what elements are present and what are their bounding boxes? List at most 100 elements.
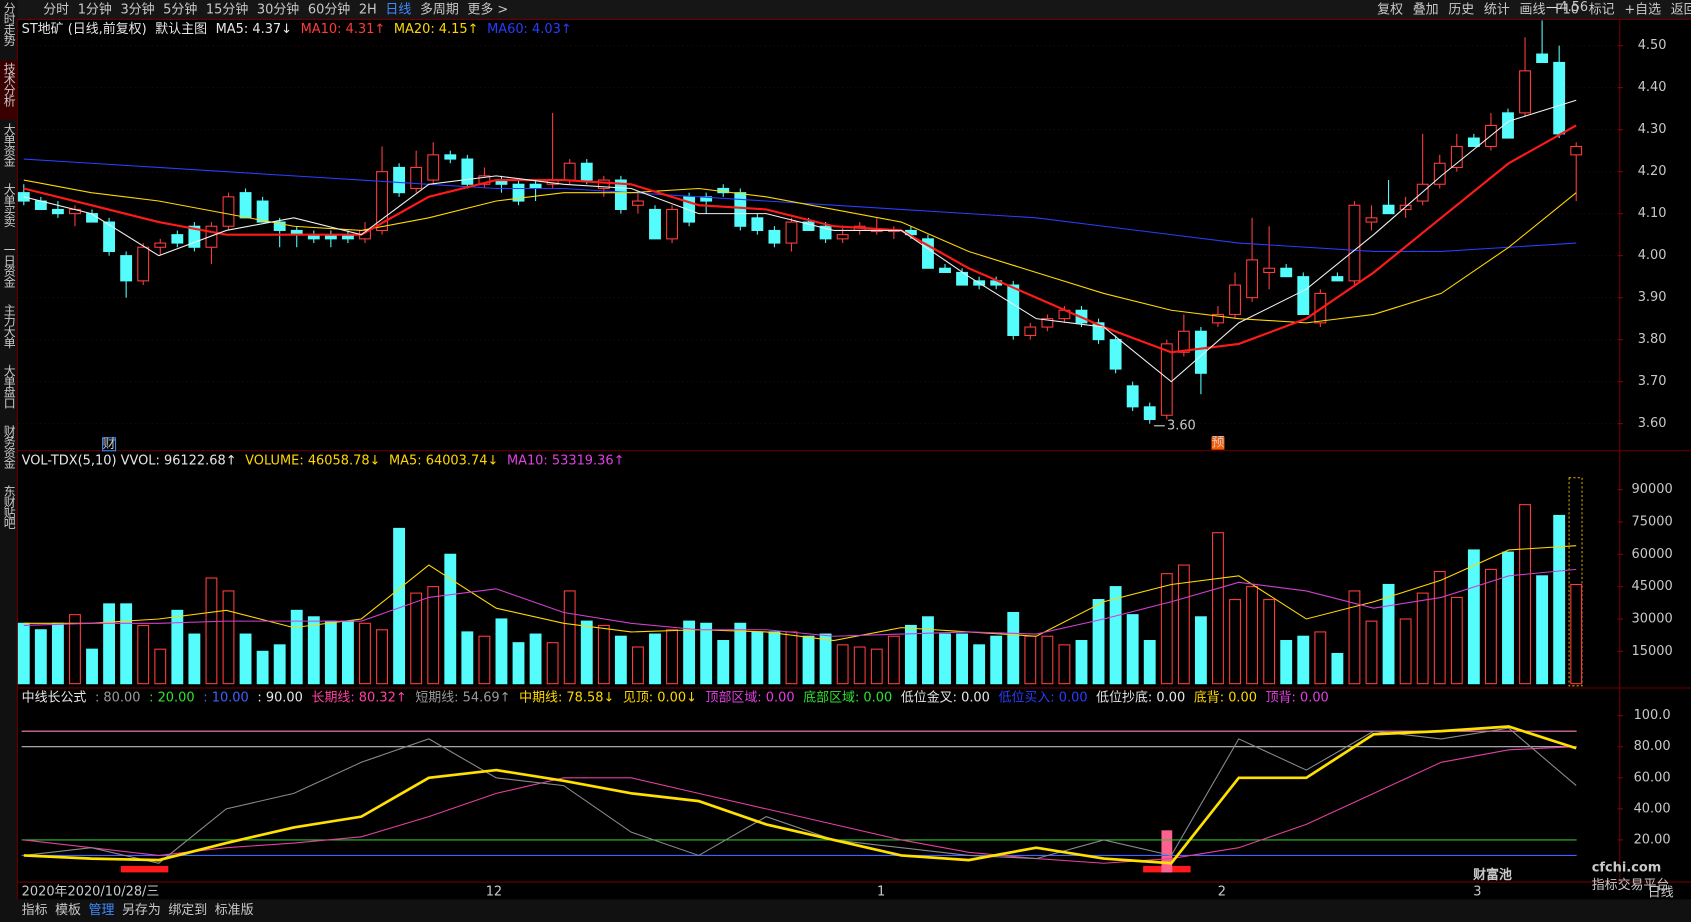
line-series [23, 545, 1577, 642]
candle-body [86, 213, 98, 223]
period-tab[interactable]: 60分钟 [308, 1, 350, 17]
line-series [23, 568, 1577, 637]
period-tab[interactable]: 15分钟 [206, 1, 248, 17]
volume-bar [529, 633, 542, 685]
candle-body [802, 221, 815, 231]
volume-bar [1365, 620, 1378, 685]
volume-bar [563, 590, 576, 685]
period-tab[interactable]: 1分钟 [78, 1, 112, 17]
sidebar-tab[interactable]: 大单买卖 [2, 183, 16, 228]
candle-body [785, 221, 798, 244]
candle-body [1007, 284, 1020, 336]
volume-bar [154, 648, 167, 685]
y-tick-label: 20.00 [1634, 832, 1671, 847]
volume-bar [307, 616, 320, 685]
signal-bar [1161, 830, 1173, 873]
panel-header: 中线长公式: 80.00: 20.00: 10.00: 90.00 长期线: 80… [22, 689, 1329, 705]
sidebar-tab[interactable]: 财务资金 [2, 424, 16, 468]
header-item: 低位买入: 0.00 [999, 690, 1088, 705]
volume-bar [751, 631, 764, 685]
period-tab[interactable]: 5分钟 [163, 1, 197, 17]
candle-body [939, 267, 951, 273]
tool-button[interactable]: +自选 [1624, 2, 1661, 17]
volume-bar [34, 629, 47, 685]
bottom-tab[interactable]: 标准版 [215, 903, 254, 918]
y-tick-label: 80.00 [1634, 739, 1671, 754]
volume-bar [922, 616, 934, 685]
header-item: : 80.00 [95, 690, 141, 705]
volume-bar [69, 614, 81, 685]
y-tick-label: 60000 [1632, 547, 1673, 562]
volume-bar [1553, 514, 1566, 685]
period-tag: 日线 [1648, 885, 1674, 900]
volume-bar [546, 642, 559, 685]
candle-body [1519, 70, 1531, 114]
tool-button[interactable]: 标记 [1589, 2, 1615, 17]
volume-bar [1246, 586, 1259, 685]
period-tab[interactable]: 2H [359, 2, 377, 17]
period-tab[interactable]: 更多 > [467, 2, 508, 17]
candle-body [1467, 137, 1480, 147]
bottom-tab[interactable]: 绑定到 [168, 903, 207, 918]
bottom-tab[interactable]: 模板 [55, 903, 81, 918]
sidebar-active [0, 60, 18, 120]
tool-button[interactable]: 返回 [1671, 2, 1691, 17]
sidebar-tab[interactable]: 主力大单 [2, 304, 16, 349]
tool-button[interactable]: 统计 [1484, 2, 1510, 17]
period-tab[interactable]: 日线 [385, 2, 411, 17]
tool-button[interactable]: 历史 [1448, 2, 1474, 17]
volume-bar [1143, 640, 1156, 685]
candle-body [1382, 204, 1395, 215]
volume-bar [1109, 586, 1122, 685]
volume-bar [1382, 583, 1395, 685]
y-tick-label: 4.50 [1638, 38, 1667, 53]
header-item: MA20: 4.15↑ [394, 22, 479, 37]
x-tick-label: 2 [1218, 884, 1226, 899]
sidebar-tab[interactable]: 一日资金 [2, 244, 16, 288]
candle-body [1553, 61, 1566, 135]
volume-bar [341, 620, 354, 685]
sidebar-tab[interactable]: 东财贴吧 [2, 485, 16, 529]
candle-body [393, 166, 406, 194]
period-tab[interactable]: 3分钟 [120, 1, 154, 17]
tool-button[interactable]: F10 [1555, 2, 1579, 17]
candle-body [1177, 330, 1190, 353]
volume-bar [1041, 635, 1054, 685]
candle-body [632, 200, 644, 206]
volume-bar [410, 592, 423, 685]
tool-button[interactable]: 复权 [1377, 1, 1403, 17]
volume-bar [103, 603, 116, 685]
tool-button[interactable]: 画线 [1520, 2, 1546, 17]
sidebar-tab[interactable]: 技术分析 [2, 63, 16, 108]
volume-bar [427, 586, 440, 685]
header-item: 中期线: 78.58↓ [519, 690, 614, 705]
volume-bar [614, 635, 627, 685]
tool-button[interactable]: 叠加 [1413, 2, 1439, 17]
volume-bar [51, 622, 64, 685]
header-item: : 90.00 [257, 690, 303, 705]
period-tab[interactable]: 多周期 [420, 2, 459, 17]
volume-bar [580, 620, 593, 685]
header-item: 见顶: 0.00↓ [623, 690, 697, 705]
sidebar-tab[interactable]: 分时走势 [2, 2, 16, 46]
bottom-tab[interactable]: 指标 [22, 903, 48, 918]
sidebar-tab[interactable]: 大单资金 [2, 122, 16, 166]
sidebar-tab[interactable]: 大单盘口 [2, 364, 16, 408]
volume-bar [1126, 614, 1139, 685]
x-tick-label: 3 [1473, 884, 1481, 899]
candle-body [922, 238, 934, 269]
period-tab[interactable]: 30分钟 [257, 1, 299, 17]
toolbar-periods: 分时 1分钟 3分钟 5分钟 15分钟 30分钟 60分钟 2H 日线 多周期 更多 > [43, 1, 508, 17]
line-series [23, 179, 1577, 324]
y-tick-label: 3.70 [1638, 374, 1667, 389]
candle-body [1212, 313, 1224, 324]
y-tick-label: 90000 [1632, 482, 1673, 497]
bottom-tab[interactable]: 管理 [89, 903, 115, 918]
bottom-tab[interactable]: 另存为 [122, 903, 161, 918]
candle-body [103, 221, 116, 252]
volume-bar [956, 633, 969, 685]
y-tick-label: 4.40 [1638, 80, 1667, 95]
period-tab[interactable]: 分时 [43, 2, 69, 17]
line-series [23, 725, 1577, 865]
